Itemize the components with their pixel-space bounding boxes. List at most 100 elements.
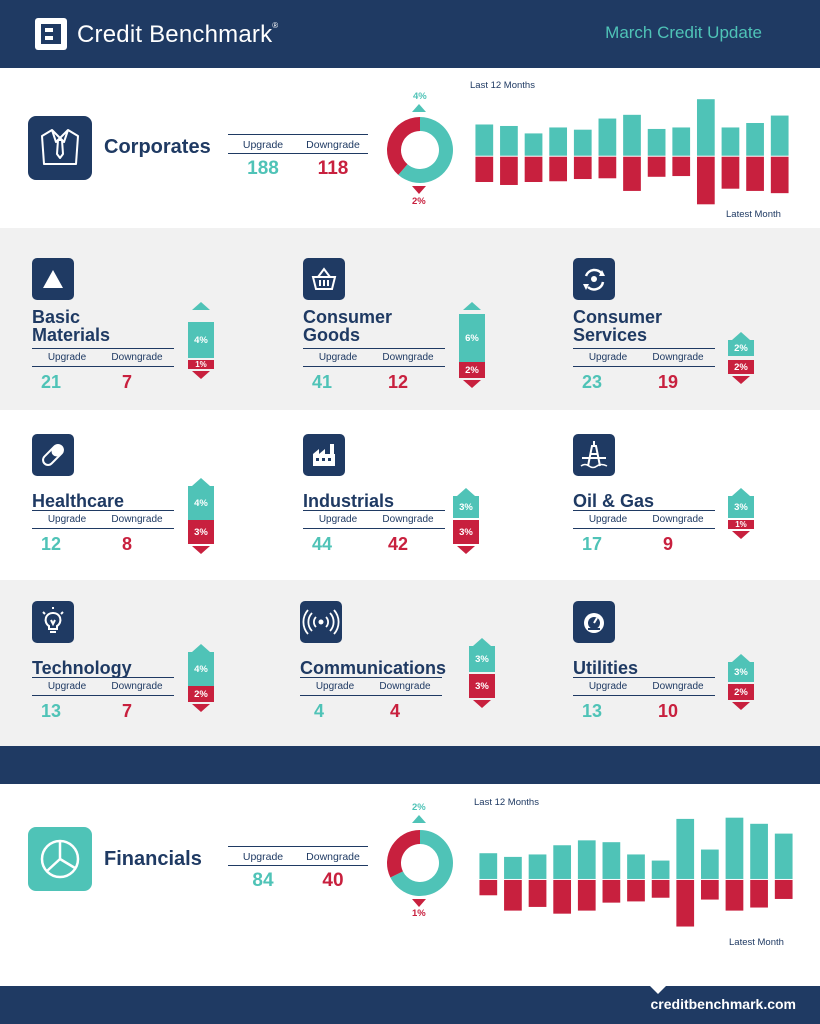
sector-card: Basic Materials Upgrade Downgrade 21 7 bbox=[32, 258, 272, 408]
upgrade-bar bbox=[553, 845, 572, 879]
upgrade-header: Upgrade bbox=[318, 352, 358, 363]
downgrade-bar bbox=[627, 879, 645, 902]
up-arrow-icon bbox=[412, 815, 426, 823]
downgrade-count: 4 bbox=[389, 701, 400, 721]
upgrade-bar bbox=[500, 125, 518, 156]
corporates-bar-chart bbox=[475, 99, 789, 205]
upgrade-bar bbox=[627, 854, 645, 879]
downgrade-header: Downgrade bbox=[652, 681, 704, 692]
sector-title: Oil & Gas bbox=[573, 491, 655, 511]
last-12-months-label: Last 12 Months bbox=[474, 797, 539, 808]
downgrade-header: Downgrade bbox=[306, 851, 360, 863]
upgrade-header: Upgrade bbox=[318, 514, 358, 525]
upgrade-bar bbox=[475, 124, 494, 156]
divider bbox=[303, 528, 445, 529]
upgrade-bar bbox=[672, 127, 691, 156]
up-arrow-icon bbox=[732, 654, 750, 662]
downgrade-count: 9 bbox=[662, 534, 673, 554]
downgrade-bar bbox=[770, 156, 789, 194]
page-title: March Credit Update bbox=[605, 23, 762, 42]
down-arrow-icon bbox=[473, 700, 491, 708]
up-arrow-icon bbox=[412, 104, 426, 112]
upgrade-pct: 6% bbox=[459, 314, 485, 362]
pie-icon bbox=[28, 827, 92, 891]
upgrade-header: Upgrade bbox=[47, 514, 87, 525]
downgrade-bar bbox=[725, 879, 744, 911]
down-arrow-icon bbox=[732, 376, 750, 384]
downgrade-bar bbox=[700, 879, 719, 900]
upgrade-count: 12 bbox=[40, 534, 62, 554]
corporates-donut bbox=[387, 117, 453, 183]
downgrade-header: Downgrade bbox=[111, 514, 163, 525]
upgrade-count: 13 bbox=[40, 701, 62, 721]
divider-band bbox=[0, 746, 820, 784]
downgrade-bar bbox=[549, 156, 568, 182]
last-12-months-label: Last 12 Months bbox=[470, 80, 535, 91]
downgrade-bar bbox=[774, 879, 793, 899]
downgrade-bar bbox=[524, 156, 543, 183]
downgrade-count: 7 bbox=[121, 372, 132, 392]
upgrade-pct: 4% bbox=[188, 652, 214, 686]
upgrade-bar bbox=[750, 823, 768, 879]
signal-icon bbox=[300, 601, 342, 643]
divider bbox=[303, 366, 445, 367]
downgrade-bar bbox=[721, 156, 740, 189]
downgrade-header: Downgrade bbox=[382, 352, 434, 363]
divider bbox=[573, 510, 715, 511]
header-bar bbox=[0, 0, 820, 68]
downgrade-bar bbox=[475, 156, 494, 183]
upgrade-pct: 3% bbox=[469, 646, 495, 672]
downgrade-bar bbox=[500, 156, 518, 185]
upgrade-count: 84 bbox=[252, 870, 274, 891]
upgrade-header: Upgrade bbox=[588, 681, 628, 692]
downgrade-pct: 2% bbox=[459, 362, 485, 378]
downgrade-count: 19 bbox=[657, 372, 679, 392]
latest-month-label: Latest Month bbox=[729, 937, 784, 948]
downgrade-slice bbox=[387, 117, 420, 175]
downgrade-bar bbox=[696, 156, 715, 205]
divider bbox=[32, 510, 174, 511]
up-arrow-icon bbox=[192, 644, 210, 652]
sector-card: Consumer Services Upgrade Downgrade 23 19 bbox=[573, 258, 813, 408]
up-arrow-icon bbox=[473, 638, 491, 646]
sector-card: Technology Upgrade Downgrade 13 7 bbox=[32, 601, 272, 751]
upgrade-bar bbox=[774, 833, 793, 879]
upgrade-header: Upgrade bbox=[315, 681, 355, 692]
upgrade-pct: 3% bbox=[453, 496, 479, 518]
downgrade-bar bbox=[553, 879, 572, 914]
downgrade-bar bbox=[577, 879, 596, 911]
divider bbox=[573, 677, 715, 678]
downgrade-bar bbox=[528, 879, 547, 907]
divider bbox=[228, 153, 368, 154]
upgrade-bar bbox=[573, 129, 592, 156]
upgrade-bar bbox=[623, 114, 641, 156]
up-arrow-icon bbox=[192, 478, 210, 486]
upgrade-pct: 4% bbox=[188, 322, 214, 358]
upgrade-bar bbox=[647, 128, 666, 156]
brand-name: Credit Benchmark® bbox=[77, 21, 278, 49]
downgrade-bar bbox=[479, 879, 498, 896]
down-arrow-icon bbox=[412, 899, 426, 907]
upgrade-header: Upgrade bbox=[588, 514, 628, 525]
sector-card: Utilities Upgrade Downgrade 13 10 bbox=[573, 601, 813, 751]
footer-link[interactable]: creditbenchmark.com bbox=[650, 996, 797, 1012]
upgrade-slice bbox=[398, 117, 453, 183]
divider bbox=[32, 366, 174, 367]
sector-card: Communications Upgrade Downgrade 4 4 bbox=[300, 601, 540, 751]
downgrade-bar bbox=[672, 156, 691, 177]
upgrade-bar bbox=[651, 860, 670, 879]
sector-title: Utilities bbox=[573, 658, 639, 678]
upgrade-bar bbox=[549, 127, 568, 156]
factory-icon bbox=[303, 434, 345, 476]
downgrade-pct: 1% bbox=[188, 360, 214, 369]
divider bbox=[32, 528, 174, 529]
upgrade-count: 13 bbox=[581, 701, 603, 721]
downgrade-header: Downgrade bbox=[652, 514, 704, 525]
downgrade-header: Downgrade bbox=[111, 352, 163, 363]
divider bbox=[300, 677, 442, 678]
up-arrow-icon bbox=[732, 332, 750, 340]
upgrade-bar bbox=[577, 840, 596, 879]
divider bbox=[303, 510, 445, 511]
gauge-icon bbox=[573, 601, 615, 643]
downgrade-bar bbox=[598, 156, 617, 179]
